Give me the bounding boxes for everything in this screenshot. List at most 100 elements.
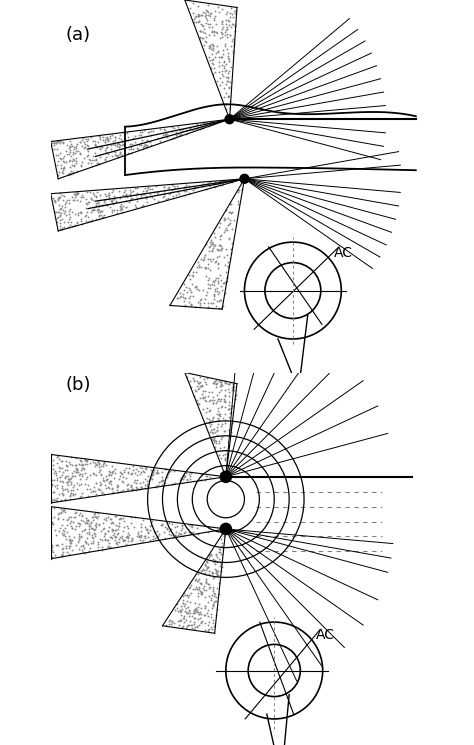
Point	[56, 471, 64, 483]
Point	[213, 377, 221, 389]
Point	[220, 63, 228, 74]
Point	[202, 577, 210, 589]
Point	[166, 614, 174, 626]
Point	[100, 522, 108, 533]
Point	[220, 250, 228, 262]
Point	[71, 221, 78, 232]
Point	[154, 466, 161, 478]
Point	[195, 573, 202, 585]
Point	[204, 273, 211, 285]
Point	[66, 212, 73, 224]
Point	[97, 209, 105, 221]
Point	[123, 189, 130, 201]
Point	[201, 22, 208, 34]
Point	[65, 456, 73, 468]
Point	[202, 584, 210, 596]
Point	[133, 192, 140, 204]
Point	[221, 452, 229, 464]
Point	[197, 261, 204, 273]
Point	[49, 459, 56, 471]
Point	[207, 234, 215, 246]
Point	[222, 71, 229, 83]
Point	[148, 519, 155, 530]
Point	[217, 543, 224, 555]
Point	[189, 124, 197, 136]
Point	[217, 402, 225, 413]
Point	[238, 183, 246, 194]
Point	[205, 413, 213, 425]
Point	[195, 598, 203, 610]
Point	[198, 586, 205, 598]
Point	[227, 197, 235, 209]
Point	[212, 273, 220, 285]
Point	[219, 18, 226, 30]
Point	[65, 142, 73, 154]
Point	[223, 377, 230, 389]
Point	[197, 380, 204, 392]
Point	[58, 551, 65, 562]
Point	[67, 487, 74, 499]
Point	[194, 10, 202, 22]
Point	[50, 194, 58, 206]
Point	[205, 568, 212, 580]
Point	[91, 519, 99, 530]
Point	[201, 385, 209, 397]
Point	[224, 256, 232, 268]
Point	[205, 390, 212, 402]
Point	[208, 297, 215, 308]
Point	[81, 467, 89, 479]
Point	[122, 183, 129, 195]
Point	[67, 165, 74, 177]
Point	[198, 10, 205, 22]
Point	[201, 609, 208, 621]
Point	[92, 159, 100, 171]
Point	[106, 513, 114, 525]
Point	[191, 574, 199, 586]
Point	[72, 463, 79, 475]
Point	[67, 484, 74, 495]
Point	[197, 122, 204, 134]
Point	[210, 393, 218, 405]
Point	[84, 480, 91, 492]
Point	[97, 206, 104, 218]
Point	[185, 468, 192, 480]
Point	[119, 189, 127, 201]
Point	[202, 565, 210, 577]
Point	[226, 252, 233, 264]
Point	[117, 147, 124, 159]
Point	[210, 288, 218, 299]
Point	[128, 533, 136, 545]
Point	[105, 465, 112, 477]
Point	[213, 395, 221, 407]
Point	[72, 462, 80, 474]
Point	[58, 188, 66, 200]
Point	[175, 123, 183, 135]
Point	[219, 542, 227, 554]
Point	[210, 240, 218, 252]
Point	[132, 467, 139, 479]
Point	[202, 270, 210, 282]
Point	[221, 375, 229, 387]
Point	[210, 25, 218, 37]
Point	[222, 63, 229, 75]
Point	[201, 603, 209, 615]
Point	[75, 543, 82, 555]
Point	[225, 403, 233, 415]
Point	[66, 161, 73, 173]
Point	[65, 475, 73, 487]
Point	[141, 140, 148, 152]
Point	[221, 55, 228, 67]
Point	[94, 538, 101, 550]
Point	[53, 143, 61, 155]
Point	[88, 153, 96, 165]
Point	[221, 38, 229, 50]
Point	[189, 278, 196, 290]
Point	[226, 7, 234, 19]
Point	[139, 188, 146, 200]
Point	[78, 140, 85, 152]
Point	[100, 199, 107, 211]
Point	[129, 464, 137, 476]
Point	[215, 6, 223, 18]
Point	[105, 468, 113, 480]
Point	[205, 578, 213, 590]
